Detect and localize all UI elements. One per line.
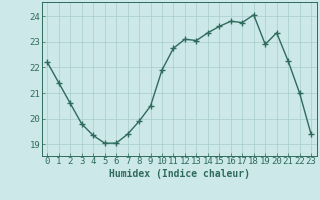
- X-axis label: Humidex (Indice chaleur): Humidex (Indice chaleur): [109, 169, 250, 179]
